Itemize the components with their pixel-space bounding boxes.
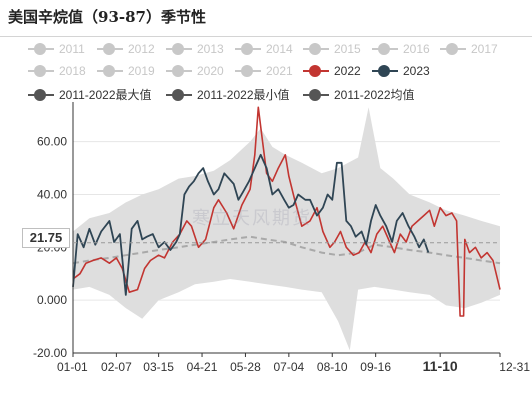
legend-item-2021[interactable]: 2021 (235, 64, 293, 78)
legend-swatch-icon (303, 88, 329, 101)
legend-swatch-icon (28, 88, 54, 101)
legend-item-2015[interactable]: 2015 (303, 42, 361, 56)
legend-item-2019[interactable]: 2019 (97, 64, 155, 78)
legend-swatch-icon (303, 65, 329, 77)
legend-item-2011-2022最小值[interactable]: 2011-2022最小值 (166, 86, 290, 103)
watermark: 寒立天风期货 (192, 208, 312, 229)
x-tick-label: 07-04 (273, 360, 304, 374)
x-tick-label: 03-15 (143, 360, 174, 374)
y-tick-label: 60.00 (37, 135, 67, 149)
series-line-2011-2022均值 (72, 235, 501, 265)
x-tick-label: 02-07 (101, 360, 132, 374)
legend-label: 2011-2022最大值 (59, 88, 152, 102)
legend-label: 2018 (59, 64, 86, 78)
legend-item-2023[interactable]: 2023 (372, 64, 430, 78)
legend: 2011 2012 2013 2014 2015 2016 2017 2018 2019 2020… (0, 38, 532, 102)
legend-swatch-icon (28, 43, 54, 55)
legend-item-2013[interactable]: 2013 (166, 42, 224, 56)
legend-swatch-icon (28, 65, 54, 77)
legend-label: 2011 (59, 42, 85, 56)
legend-swatch-icon (235, 43, 261, 55)
legend-label: 2020 (197, 64, 224, 78)
x-tick-label: 05-28 (230, 360, 261, 374)
legend-item-2022[interactable]: 2022 (303, 64, 361, 78)
legend-item-2011-2022最大值[interactable]: 2011-2022最大值 (28, 86, 152, 103)
legend-swatch-icon (372, 65, 398, 77)
legend-label: 2023 (403, 64, 430, 78)
legend-swatch-icon (166, 88, 192, 101)
legend-swatch-icon (97, 43, 123, 55)
y-tick-label: -20.00 (33, 346, 67, 360)
legend-label: 2022 (334, 64, 361, 78)
y-tick-label: 40.00 (37, 187, 67, 201)
legend-item-2014[interactable]: 2014 (235, 42, 293, 56)
x-tick-label: 11-10 (423, 358, 458, 374)
series-line-2022 (72, 106, 501, 317)
x-tick-label: 09-16 (360, 360, 391, 374)
legend-label: 2011-2022最小值 (197, 88, 290, 102)
x-tick-label: 01-01 (57, 360, 88, 374)
legend-item-2012[interactable]: 2012 (97, 42, 155, 56)
legend-item-2020[interactable]: 2020 (166, 64, 224, 78)
legend-label: 2013 (197, 42, 224, 56)
legend-swatch-icon (372, 43, 398, 55)
legend-label: 2019 (128, 64, 155, 78)
legend-label: 2016 (403, 42, 430, 56)
series-line-2023 (72, 153, 430, 296)
x-tick-label: 04-21 (187, 360, 218, 374)
chart-title: 美国辛烷值（93-87）季节性 (8, 8, 206, 26)
legend-item-2016[interactable]: 2016 (372, 42, 430, 56)
legend-swatch-icon (235, 65, 261, 77)
y-pointer-value: 21.75 (22, 228, 70, 248)
legend-swatch-icon (303, 43, 329, 55)
legend-item-2011[interactable]: 2011 (28, 42, 85, 56)
legend-item-2017[interactable]: 2017 (440, 42, 498, 56)
x-tick-label: 12-31 (499, 360, 530, 374)
y-tick-label: 0.000 (37, 293, 67, 307)
legend-swatch-icon (166, 43, 192, 55)
legend-label: 2012 (128, 42, 155, 56)
legend-item-2018[interactable]: 2018 (28, 64, 86, 78)
legend-item-2011-2022均值[interactable]: 2011-2022均值 (303, 86, 415, 103)
x-tick-label: 08-10 (317, 360, 348, 374)
legend-label: 2011-2022均值 (334, 88, 415, 102)
legend-swatch-icon (97, 65, 123, 77)
legend-label: 2021 (266, 64, 293, 78)
legend-label: 2014 (266, 42, 293, 56)
legend-label: 2015 (334, 42, 361, 56)
legend-swatch-icon (166, 65, 192, 77)
legend-label: 2017 (471, 42, 498, 56)
legend-swatch-icon (440, 43, 466, 55)
title-divider (0, 36, 532, 37)
min-max-band (73, 107, 500, 351)
